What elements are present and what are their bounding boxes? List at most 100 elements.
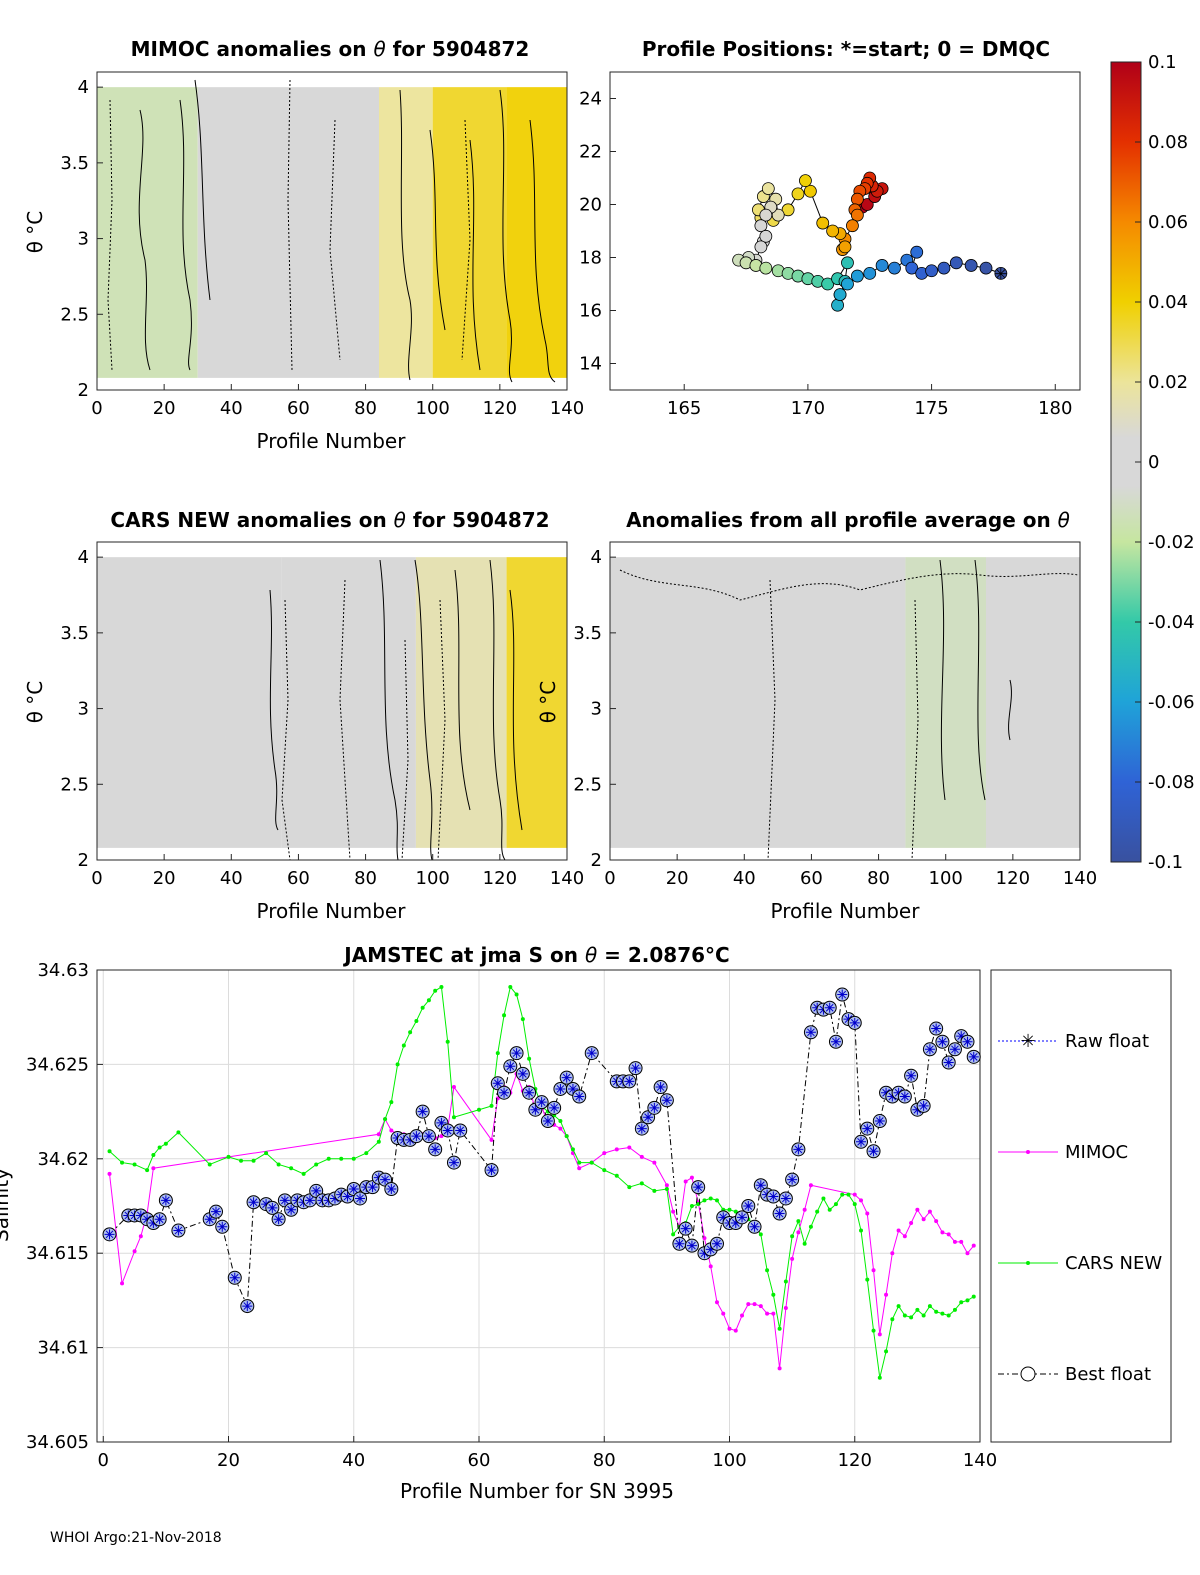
cars-new-point [934,1309,939,1314]
cars-new-point [840,1192,845,1197]
mimoc-point [120,1281,125,1286]
raw-float-marker [856,1136,867,1147]
legend-best-label: Best float [1065,1364,1151,1385]
cars-new-point [833,1202,838,1207]
mimoc-anomaly-panel: MIMOC anomalies on θ for 5904872 0 20 40 60… [23,37,584,453]
raw-float-marker [210,1206,221,1217]
mimoc-point [627,1145,632,1150]
raw-float-marker [423,1131,434,1142]
raw-float-marker [893,1087,904,1098]
mimoc-point [714,1300,719,1305]
anomaly-band [97,557,282,848]
cars-new-point [702,1198,707,1203]
legend-raw-label: Raw float [1065,1031,1149,1052]
cars-new-point [902,1313,907,1318]
x-tick-label: 40 [220,868,243,889]
x-tick-label: 20 [217,1450,240,1471]
mimoc-point [783,1305,788,1310]
raw-float-marker [787,1174,798,1185]
cars-new-point [301,1171,306,1176]
raw-float-marker [555,1083,566,1094]
best-float-point [158,1193,173,1208]
raw-float-marker [918,1100,929,1111]
cars-new-point [671,1232,676,1237]
raw-float-marker [348,1184,359,1195]
cars-new-point [896,1304,901,1309]
colorbar-tick-label: -0.02 [1148,532,1195,553]
cars-new-point [765,1268,770,1273]
best-float-point [747,1219,762,1234]
cars-new-point [859,1228,864,1233]
mimoc-point [733,1328,738,1333]
salinity-ylabel: Salinity [0,1168,13,1242]
profile-position-point [754,240,768,254]
raw-float-marker [793,1144,804,1155]
legend-box [990,969,1172,1443]
legend-raw: ✳ Raw float [998,1031,1149,1052]
anomaly-band [986,557,1080,848]
profile-position-point [850,269,864,283]
raw-float-marker [862,1123,873,1134]
best-float-point [102,1227,117,1242]
raw-float-marker [906,1070,917,1081]
best-float-point [791,1142,806,1157]
mimoc-heatmap [97,87,567,378]
y-tick-label: 3.5 [60,623,89,644]
raw-float-marker [943,1057,954,1068]
legend-mimoc-label: MIMOC [1065,1142,1128,1163]
raw-float-marker [737,1212,748,1223]
y-tick-label: 22 [579,142,602,163]
mimoc-point [652,1160,657,1165]
mimoc-point [708,1264,713,1269]
raw-float-marker [887,1091,898,1102]
mimoc-point [871,1268,876,1273]
raw-float-marker [743,1201,754,1211]
y-tick-label: 2 [591,850,602,871]
mimoc-point [884,1292,889,1297]
y-tick-label: 2 [78,850,89,871]
cars-new-point [589,1160,594,1165]
raw-float-marker [730,1217,741,1228]
best-float-point [208,1204,223,1219]
best-float-point [735,1210,750,1225]
x-tick-label: 140 [963,1450,997,1471]
raw-float-marker [486,1165,497,1176]
cars-new-point [326,1156,331,1161]
axes-frame [96,969,981,1443]
cars-new-point [414,1018,419,1023]
x-tick-label: 60 [287,398,310,419]
best-float-point [409,1129,424,1144]
x-tick-label: 100 [416,398,450,419]
float-track: ✳ [732,171,1008,312]
profile-position-point [850,192,864,206]
profile-position-point [759,208,773,222]
profile-position-point [937,261,951,275]
raw-float-marker [430,1144,441,1155]
mimoc-point [971,1243,976,1248]
best-float-point [384,1182,399,1197]
cars-new-point [871,1328,876,1333]
raw-float-marker [937,1036,948,1047]
cars-new-point [163,1141,168,1146]
best-float-point [897,1089,912,1104]
y-tick-label: 18 [579,248,602,269]
cars-new-point [821,1196,826,1201]
raw-float-marker [267,1202,278,1213]
best-float-point [854,1134,869,1149]
best-float-point [215,1219,230,1234]
raw-float-marker [874,1116,885,1127]
best-float-point [515,1066,530,1081]
legend-mimoc: MIMOC [998,1142,1128,1163]
best-float-point [572,1089,587,1104]
best-float-point [847,1015,862,1030]
raw-float-marker [542,1116,553,1127]
best-float-point [265,1200,280,1215]
x-tick-label: 180 [1038,398,1072,419]
raw-float-marker [768,1191,779,1202]
mimoc-point [489,1137,494,1142]
cars-new-point [401,1043,406,1048]
x-tick-label: 120 [996,868,1030,889]
cars-new-point [758,1232,763,1237]
cars-new-point [408,1030,413,1035]
mimoc-point [389,1128,394,1133]
